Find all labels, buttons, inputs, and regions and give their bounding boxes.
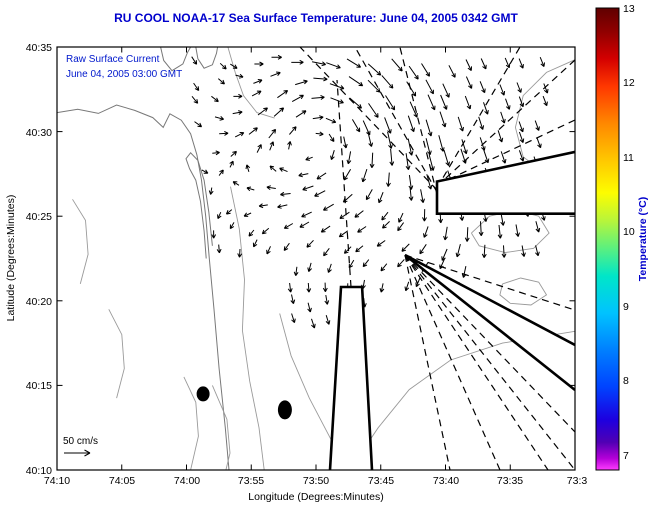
x-tick: 74:00: [174, 475, 200, 487]
colorbar-tick: 8: [623, 375, 629, 387]
y-tick: 40:35: [26, 42, 52, 54]
radial-dashed-line: [436, 119, 575, 186]
x-axis-label: Longitude (Degrees:Minutes): [248, 491, 383, 503]
station-marker: [277, 400, 292, 420]
x-tick: 73:45: [368, 475, 394, 487]
coastline-contour: [195, 47, 219, 69]
radial-dashed-line: [354, 47, 438, 193]
velocity-scale-arrow: 50 cm/s: [63, 436, 98, 457]
coastline-contour: [57, 104, 230, 470]
coastline-contour: [160, 47, 192, 72]
colorbar: 13 12 11 10 9 8 7 Temperature (°C): [595, 3, 649, 471]
y-axis-tick-labels: 40:35 40:30 40:25 40:20 40:15 40:10: [26, 42, 52, 477]
map-content-layer: [57, 47, 575, 470]
y-tick: 40:10: [26, 465, 52, 477]
y-axis-label: Latitude (Degrees:Minutes): [5, 195, 17, 322]
y-tick: 40:15: [26, 380, 52, 392]
radial-dashed-line: [436, 47, 521, 189]
colorbar-label: Temperature (°C): [637, 197, 649, 282]
coastline-contour: [499, 277, 548, 306]
radial-dashed-line: [404, 254, 575, 470]
y-tick: 40:20: [26, 296, 52, 308]
colorbar-tick: 9: [623, 301, 629, 313]
x-tick: 73:55: [238, 475, 264, 487]
x-axis-tick-labels: 74:10 74:05 74:00 73:55 73:50 73:45 73:4…: [44, 475, 588, 487]
figure-title: RU COOL NOAA-17 Sea Surface Temperature:…: [114, 11, 518, 25]
x-tick: 74:05: [109, 475, 135, 487]
radial-dashed-line: [404, 254, 501, 470]
colorbar-tick: 13: [623, 3, 635, 15]
radar-wedge: [435, 150, 575, 215]
radial-dashed-line: [299, 47, 438, 191]
current-time-label: June 04, 2005 03:00 GMT: [66, 69, 182, 80]
coastline-contour: [72, 199, 89, 285]
colorbar-tick: 11: [623, 152, 634, 164]
radial-dashed-line: [336, 79, 352, 288]
scale-arrow-label: 50 cm/s: [63, 436, 98, 447]
coastline-contour: [227, 47, 275, 119]
x-tick: 73:40: [433, 475, 459, 487]
current-product-label: Raw Surface Current: [66, 54, 160, 65]
radar-wedge: [404, 253, 575, 392]
x-tick: 73:35: [497, 475, 523, 487]
colorbar-tick: 10: [623, 226, 635, 238]
y-tick: 40:30: [26, 127, 52, 139]
radial-dashed-line: [404, 254, 575, 311]
radial-dashed-line: [399, 47, 438, 195]
x-tick: 73:50: [303, 475, 329, 487]
radar-wedge: [328, 285, 374, 470]
scale-arrow-glyph: [64, 449, 91, 457]
radial-dashed-line: [404, 254, 575, 433]
colorbar-gradient: [595, 7, 620, 471]
coastline-contour: [183, 376, 199, 470]
coastline-contour: [108, 309, 125, 399]
y-tick: 40:25: [26, 211, 52, 223]
x-tick: 73:3: [567, 475, 588, 487]
station-marker: [196, 386, 210, 402]
coastline-contour: [185, 152, 213, 259]
x-tick: 74:10: [44, 475, 70, 487]
colorbar-tick: 7: [623, 450, 629, 462]
radial-dashed-line: [404, 254, 451, 470]
colorbar-tick: 12: [623, 77, 635, 89]
coastline-contour: [230, 186, 265, 470]
coastline-contour: [211, 385, 231, 470]
